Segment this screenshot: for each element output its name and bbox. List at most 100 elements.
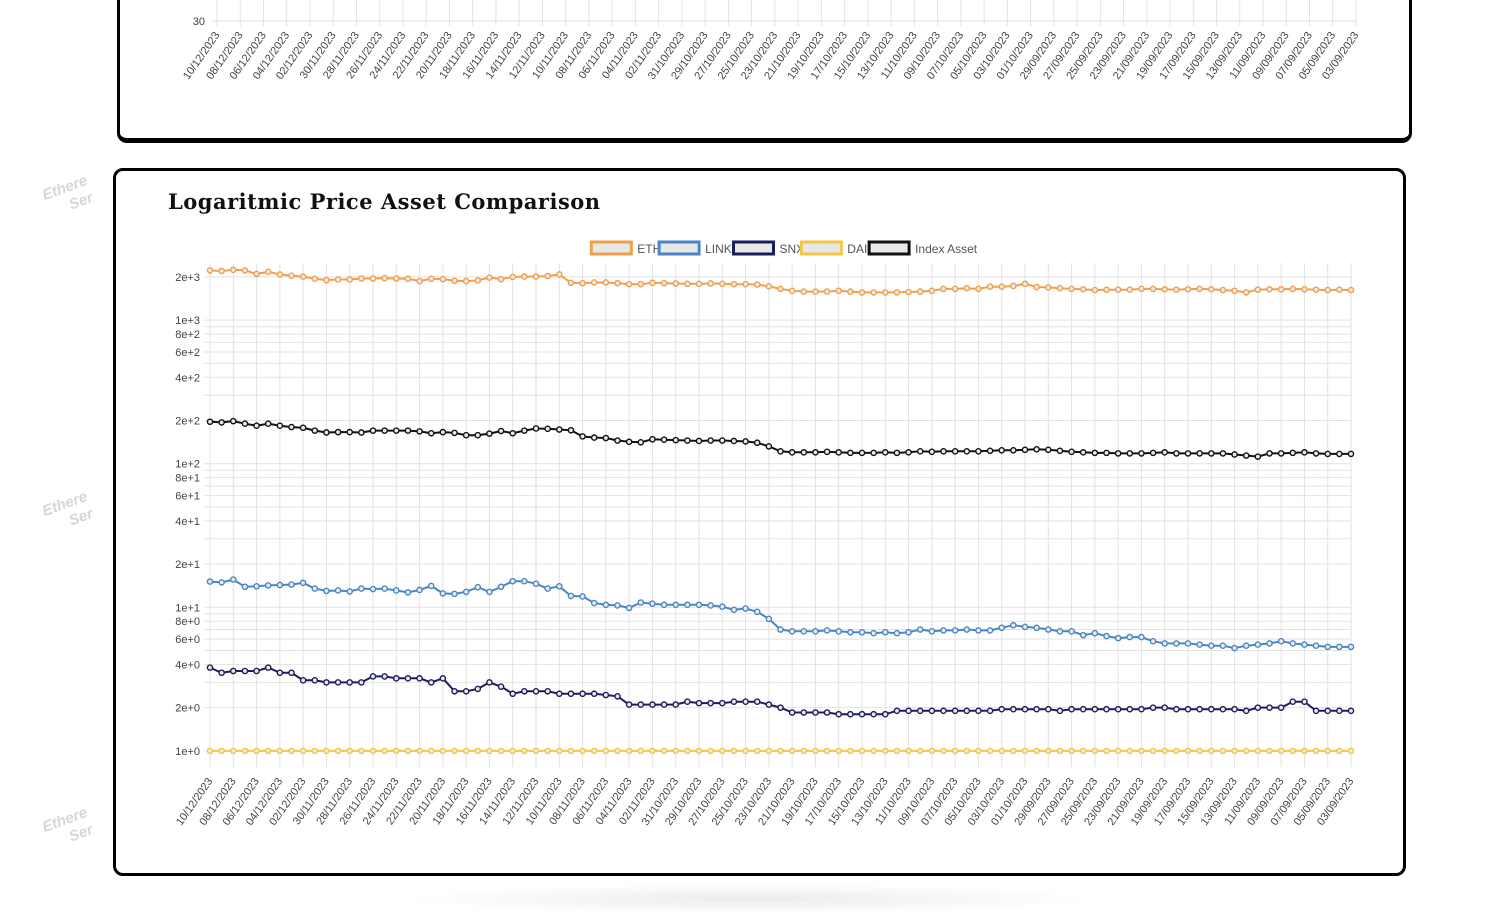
data-point (823, 627, 831, 634)
data-point (1126, 633, 1134, 641)
data-point (1324, 450, 1332, 458)
data-point (346, 747, 354, 755)
data-point (753, 439, 761, 447)
data-point (614, 279, 621, 287)
data-point (521, 427, 528, 434)
data-point (660, 701, 668, 708)
data-point (544, 585, 551, 592)
data-point (1091, 705, 1099, 713)
data-point (427, 747, 435, 755)
data-point (276, 422, 284, 429)
data-point (334, 679, 342, 686)
data-point (684, 747, 691, 755)
data-point (1207, 705, 1215, 713)
chart-title: Logaritmic Price Asset Comparison (168, 189, 601, 214)
data-point (1242, 452, 1250, 459)
data-point (579, 593, 586, 600)
data-point (1161, 285, 1169, 293)
data-point (404, 747, 412, 755)
data-point (1301, 285, 1308, 293)
data-point (241, 420, 249, 427)
data-point (707, 280, 714, 287)
data-point (1347, 286, 1355, 294)
data-point (451, 277, 458, 285)
data-point (474, 747, 482, 755)
data-point (486, 679, 493, 686)
data-point (1068, 705, 1075, 713)
data-point (416, 277, 423, 285)
data-point (660, 279, 668, 287)
data-point (1126, 450, 1134, 457)
data-point (1068, 628, 1075, 635)
log-price-chart-card: Logaritmic Price Asset Comparison 2e+3 1e… (113, 168, 1406, 876)
data-point (1149, 637, 1157, 645)
data-point (847, 710, 854, 718)
data-point (1324, 643, 1332, 651)
data-point (253, 422, 260, 429)
data-point (206, 578, 214, 585)
log-price-chart: 2e+3 1e+3 8e+2 6e+2 4e+2 2e+2 1e+2 8e+1 6e+1 4e+1… (174, 240, 1356, 828)
data-point (695, 699, 703, 707)
data-point (835, 449, 843, 456)
data-point (532, 425, 540, 432)
data-point (1254, 286, 1262, 293)
data-point (1103, 747, 1110, 755)
data-point (870, 449, 877, 457)
data-point (229, 667, 237, 675)
series-link (206, 576, 1355, 652)
data-point (264, 747, 272, 755)
data-point (544, 272, 551, 280)
data-point (392, 275, 400, 282)
data-point (1289, 285, 1297, 293)
data-point (1336, 286, 1343, 293)
data-point (718, 699, 726, 707)
data-point (625, 747, 633, 755)
data-point (416, 428, 423, 435)
data-point (1010, 747, 1017, 755)
data-point (1242, 289, 1250, 296)
data-point (253, 583, 260, 590)
data-point (975, 707, 982, 715)
data-point (486, 430, 493, 437)
y-tick-label: 1e+0 (175, 746, 200, 758)
legend-label: Index Asset (915, 242, 978, 256)
data-point (718, 437, 726, 444)
data-point (381, 673, 388, 680)
data-point (672, 601, 680, 609)
data-point (870, 747, 877, 755)
data-point (567, 426, 575, 434)
data-point (497, 747, 505, 755)
data-point (451, 747, 458, 755)
data-point (276, 669, 284, 677)
data-point (1114, 747, 1122, 755)
data-point (998, 283, 1006, 290)
data-point (276, 271, 284, 278)
data-point (800, 288, 808, 295)
data-point (1301, 641, 1308, 648)
data-point (1289, 698, 1297, 706)
data-point (1056, 747, 1064, 755)
data-point (1231, 451, 1238, 458)
data-point (229, 747, 237, 755)
data-point (800, 709, 808, 716)
data-point (1277, 637, 1285, 645)
data-point (986, 747, 994, 755)
data-point (590, 747, 598, 755)
data-point (427, 275, 435, 283)
data-point (1068, 448, 1075, 456)
data-point (404, 589, 412, 596)
data-point (1033, 624, 1040, 632)
data-point (730, 747, 738, 755)
data-point (404, 675, 412, 682)
data-point (392, 587, 400, 594)
data-point (870, 710, 877, 718)
data-point (1114, 705, 1122, 713)
data-point (369, 585, 377, 593)
data-point (730, 698, 738, 706)
data-point (788, 628, 796, 635)
data-point (474, 685, 482, 693)
data-point (858, 449, 866, 457)
data-point (975, 448, 982, 455)
data-point (1196, 641, 1203, 648)
data-point (497, 427, 505, 435)
